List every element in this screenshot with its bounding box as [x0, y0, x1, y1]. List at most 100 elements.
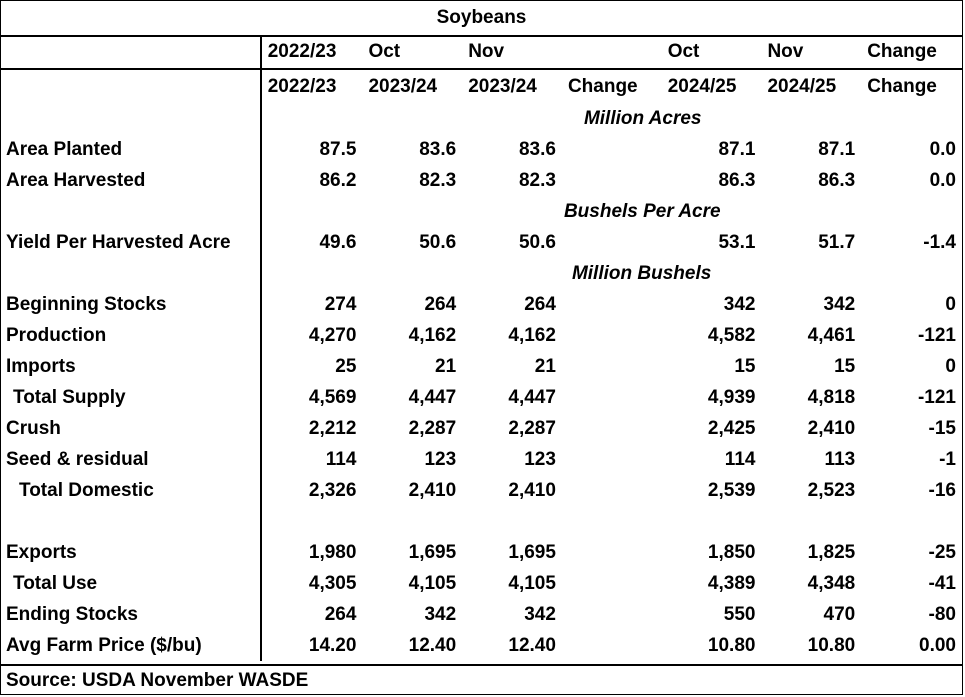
- header-cell: 2022/23: [259, 35, 363, 70]
- cell: 4,105: [408, 573, 457, 594]
- cell: 4,818: [807, 387, 856, 408]
- cell: -1.4: [923, 232, 956, 253]
- cell: 0: [945, 294, 956, 315]
- section-label-bushels: Million Bushels: [571, 263, 712, 284]
- cell: [562, 165, 662, 196]
- cell: -41: [928, 573, 956, 594]
- cell: 2,326: [259, 475, 363, 506]
- cell: 86.3: [718, 170, 756, 191]
- cell: 0.0: [929, 170, 956, 191]
- row-label: Total Use: [13, 573, 98, 594]
- cell: 87.5: [259, 134, 363, 165]
- cell: 4,582: [707, 325, 756, 346]
- row-label: Seed & residual: [6, 449, 149, 470]
- table-row: Beginning Stocks 274 264 264 342 342 0: [1, 289, 962, 320]
- cell: [562, 382, 662, 413]
- cell: [562, 320, 662, 351]
- cell: 114: [259, 444, 363, 475]
- cell: -80: [928, 604, 956, 625]
- cell: [562, 568, 662, 599]
- table-row: Total Domestic 2,326 2,410 2,410 2,539 2…: [1, 475, 962, 506]
- table-row: Total Use 4,305 4,105 4,105 4,389 4,348 …: [1, 568, 962, 599]
- cell: 2,410: [807, 418, 856, 439]
- cell: -121: [917, 387, 956, 408]
- cell: 50.6: [419, 232, 457, 253]
- cell: 342: [723, 294, 756, 315]
- section-label-acres: Million Acres: [583, 107, 702, 129]
- cell: 123: [424, 449, 457, 470]
- header-cell: Nov: [761, 35, 862, 70]
- cell: 4,105: [508, 573, 556, 594]
- wasde-table: 2022/23 Oct Nov Oct Nov Change 2022/23 2…: [1, 35, 962, 661]
- row-label: Avg Farm Price ($/bu): [6, 635, 202, 656]
- cell: [562, 630, 662, 661]
- row-label: Ending Stocks: [6, 604, 138, 625]
- cell: 4,162: [508, 325, 556, 346]
- cell: 12.40: [408, 635, 457, 656]
- table-row: Avg Farm Price ($/bu) 14.20 12.40 12.40 …: [1, 630, 962, 661]
- cell: [562, 134, 662, 165]
- cell: 470: [823, 604, 856, 625]
- cell: -25: [928, 542, 956, 563]
- cell: 264: [259, 599, 363, 630]
- cell: [562, 537, 662, 568]
- cell: 53.1: [718, 232, 756, 253]
- row-label: Area Planted: [6, 139, 123, 160]
- cell: 50.6: [518, 232, 556, 253]
- cell: 4,461: [807, 325, 856, 346]
- cell: 1,850: [707, 542, 756, 563]
- row-label: Yield Per Harvested Acre: [6, 232, 231, 253]
- cell: 10.80: [807, 635, 856, 656]
- row-label: Exports: [6, 542, 77, 563]
- source-note: Source: USDA November WASDE: [1, 664, 962, 694]
- cell: [562, 444, 662, 475]
- header-cell: Nov: [462, 35, 562, 70]
- cell: [562, 599, 662, 630]
- cell: 342: [524, 604, 556, 625]
- row-label: Crush: [6, 418, 61, 439]
- cell: -16: [928, 480, 956, 501]
- cell: 274: [259, 289, 363, 320]
- header-row-2: 2022/23 2023/24 2023/24 Change 2024/25 2…: [1, 69, 962, 103]
- cell: 51.7: [818, 232, 856, 253]
- cell: 550: [723, 604, 756, 625]
- cell: 4,305: [259, 568, 363, 599]
- section-row: Million Acres: [1, 103, 962, 134]
- table-row: Seed & residual 114 123 123 114 113 -1: [1, 444, 962, 475]
- cell: 4,447: [408, 387, 457, 408]
- cell: 4,270: [259, 320, 363, 351]
- cell: 1,825: [807, 542, 856, 563]
- cell: 21: [534, 356, 556, 377]
- row-label: Total Supply: [13, 387, 126, 408]
- cell: 49.6: [259, 227, 363, 258]
- cell: 2,523: [807, 480, 856, 501]
- cell: 87.1: [818, 139, 856, 160]
- row-label: Beginning Stocks: [6, 294, 167, 315]
- cell: 12.40: [508, 635, 556, 656]
- cell: 2,410: [408, 480, 457, 501]
- table-row: Ending Stocks 264 342 342 550 470 -80: [1, 599, 962, 630]
- table-row: Yield Per Harvested Acre 49.6 50.6 50.6 …: [1, 227, 962, 258]
- table-row: Exports 1,980 1,695 1,695 1,850 1,825 -2…: [1, 537, 962, 568]
- table-title: Soybeans: [1, 1, 962, 37]
- cell: -15: [928, 418, 956, 439]
- table-row: Crush 2,212 2,287 2,287 2,425 2,410 -15: [1, 413, 962, 444]
- cell: 2,410: [508, 480, 556, 501]
- cell: 83.6: [518, 139, 556, 160]
- cell: [562, 413, 662, 444]
- cell: 86.3: [818, 170, 856, 191]
- header-cell: Change: [867, 76, 937, 97]
- header-cell: Oct: [661, 35, 762, 70]
- table-row: Area Planted 87.5 83.6 83.6 87.1 87.1 0.…: [1, 134, 962, 165]
- cell: [562, 289, 662, 320]
- cell: [562, 475, 662, 506]
- cell: 2,425: [707, 418, 756, 439]
- table-row: Imports 25 21 21 15 15 0: [1, 351, 962, 382]
- section-label-yield: Bushels Per Acre: [563, 201, 721, 222]
- header-cell: 2022/23: [259, 69, 363, 103]
- cell: 4,939: [707, 387, 756, 408]
- cell: 4,348: [807, 573, 856, 594]
- cell: 113: [824, 449, 856, 470]
- cell: 1,695: [508, 542, 556, 563]
